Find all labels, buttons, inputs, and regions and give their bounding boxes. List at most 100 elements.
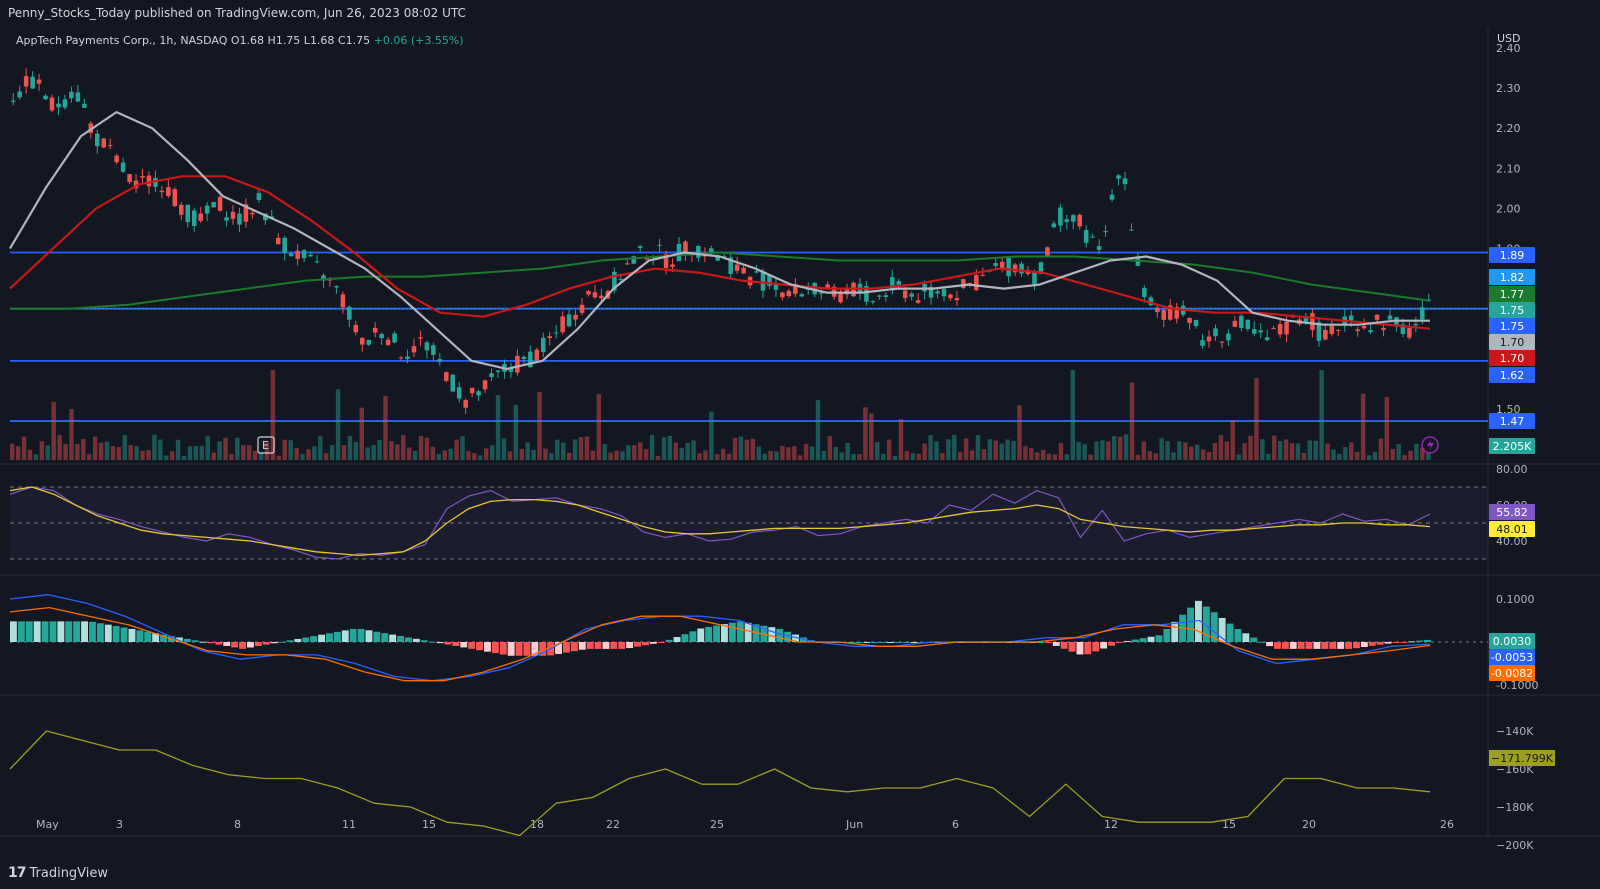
candle <box>728 257 733 274</box>
volume-bar <box>1426 452 1431 460</box>
macd-histogram-bar <box>286 640 294 642</box>
macd-histogram-bar <box>1187 607 1194 642</box>
volume-bar <box>1414 444 1419 460</box>
volume-bar <box>146 450 151 460</box>
volume-bar <box>620 451 625 460</box>
price-label: 1.75 <box>1500 320 1525 333</box>
volume-bar <box>495 395 501 460</box>
macd-line <box>9 594 1431 682</box>
volume-bar <box>134 446 139 460</box>
volume-bar <box>454 439 459 460</box>
volume-bar <box>81 438 86 460</box>
macd-histogram-bar <box>1084 642 1092 655</box>
volume-bar <box>803 443 809 460</box>
volume-bar <box>851 453 856 460</box>
macd-histogram-bar <box>1321 642 1329 649</box>
candle <box>1284 322 1289 335</box>
lightning-icon[interactable] <box>1421 436 1439 454</box>
candle <box>844 288 850 295</box>
macd-histogram-bar <box>120 627 128 642</box>
volume-bar <box>1023 446 1028 460</box>
candle <box>612 271 617 291</box>
candle <box>263 213 268 221</box>
price-tick: 2.40 <box>1496 42 1521 55</box>
volume-bar <box>1266 453 1271 460</box>
time-tick: 25 <box>710 818 724 831</box>
candle <box>1264 337 1270 341</box>
footer: 17 TradingView <box>0 860 1600 889</box>
candle <box>974 275 979 291</box>
candle <box>469 387 475 394</box>
candle <box>191 210 197 227</box>
macd-histogram-bar <box>1313 642 1321 649</box>
macd-histogram-bar <box>1202 606 1210 642</box>
volume-bar <box>555 439 560 460</box>
candle <box>1077 214 1082 227</box>
macd-histogram-bar <box>254 642 262 647</box>
volume-bar <box>715 454 720 460</box>
volume-bar <box>57 434 62 460</box>
macd-histogram-bar <box>81 621 88 642</box>
macd-histogram-bar <box>744 622 752 642</box>
candle <box>657 244 662 246</box>
candle <box>773 282 779 290</box>
candle <box>1071 215 1076 222</box>
volume-bar <box>1337 453 1342 460</box>
volume-bar <box>638 442 643 460</box>
macd-value-label-bg <box>1489 633 1535 649</box>
macd-histogram-bar <box>1416 640 1424 642</box>
volume-bar <box>543 448 548 460</box>
candle <box>948 294 953 299</box>
macd-histogram-bar <box>1139 638 1147 642</box>
volume-bar <box>436 454 442 460</box>
rsi-value-label-bg <box>1489 504 1535 520</box>
macd-histogram-bar <box>491 642 499 654</box>
volume-bar <box>1005 439 1010 460</box>
candle <box>793 283 798 294</box>
volume-bar <box>175 439 181 460</box>
tradingview-brand[interactable]: 17 TradingView <box>8 865 108 881</box>
candle <box>198 213 203 221</box>
macd-histogram-bar <box>697 628 705 642</box>
macd-histogram-bar <box>705 626 713 642</box>
volume-bar <box>128 445 133 460</box>
volume-bar <box>235 437 240 460</box>
volume-bar <box>39 441 45 460</box>
volume-bar <box>353 442 359 460</box>
candle <box>883 295 889 297</box>
candle <box>1310 313 1315 330</box>
candle <box>133 180 139 189</box>
candle <box>670 264 675 267</box>
candle <box>896 281 902 285</box>
macd-histogram-bar <box>65 621 73 642</box>
volume-bar <box>92 436 98 460</box>
volume-bar <box>371 444 376 460</box>
macd-histogram-bar <box>665 639 673 642</box>
volume-bar <box>537 392 542 460</box>
candle <box>1368 330 1373 333</box>
earnings-marker-icon[interactable] <box>257 436 275 454</box>
volume-bar <box>1195 444 1200 460</box>
macd-histogram-bar <box>104 624 112 642</box>
volume-bar <box>229 454 234 460</box>
candle <box>592 292 598 298</box>
volume-bar <box>45 445 50 460</box>
macd-histogram-bar <box>25 621 33 642</box>
volume-bar <box>1354 452 1360 460</box>
volume-bar <box>270 370 276 460</box>
chart-canvas[interactable]: 2.402.302.202.102.001.901.5080.0060.0040… <box>0 28 1600 860</box>
candle <box>379 333 384 339</box>
price-label: 1.82 <box>1500 271 1525 284</box>
volume-bar <box>798 455 803 460</box>
macd-histogram-bar <box>294 638 302 642</box>
candle <box>437 359 443 362</box>
volume-bar <box>1277 441 1283 460</box>
volume-bar <box>359 407 364 460</box>
ohlc-c: C1.75 <box>334 34 370 47</box>
volume-bar <box>1165 441 1170 460</box>
candle <box>1323 329 1328 340</box>
time-tick: 22 <box>606 818 620 831</box>
volume-label-bg <box>1489 438 1535 454</box>
volume-bar <box>383 395 388 460</box>
macd-histogram-bar <box>460 642 468 648</box>
